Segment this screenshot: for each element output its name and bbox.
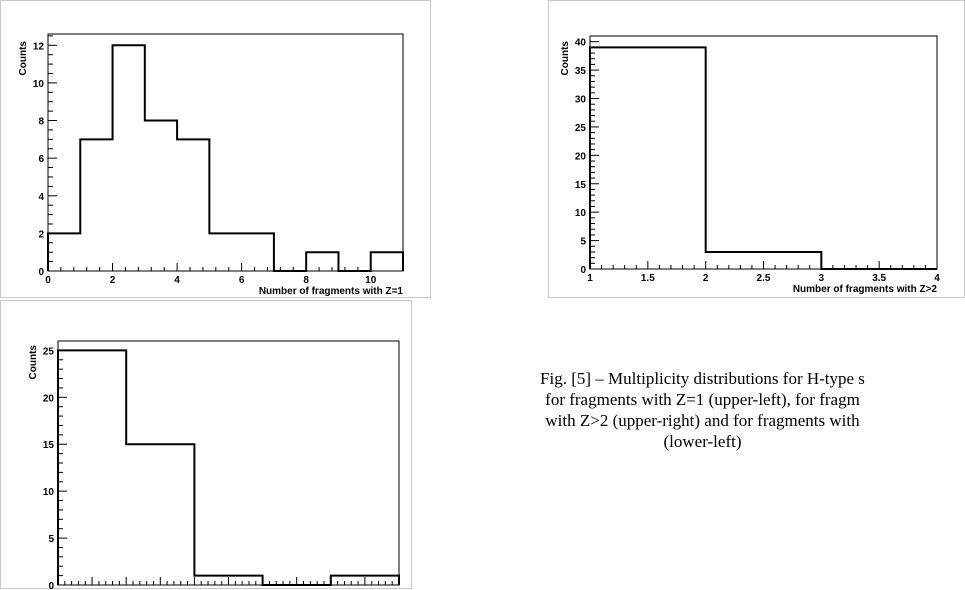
y-tick-label: 25 bbox=[43, 346, 55, 357]
y-tick-label: 0 bbox=[38, 267, 44, 278]
caption-line: Fig. [5] – Multiplicity distributions fo… bbox=[540, 369, 865, 388]
x-tick-label: 4 bbox=[934, 273, 940, 284]
y-tick-label: 20 bbox=[575, 151, 587, 162]
x-tick-label: 2 bbox=[703, 273, 709, 284]
x-tick-label: 2.5 bbox=[757, 273, 771, 284]
chart-panel-z1: 0 2 4 6 8 10 0 2 4 6 8 10 12 Number of fragments with… bbox=[0, 0, 431, 298]
x-tick-label: 1 bbox=[587, 273, 593, 284]
plot-frame bbox=[47, 33, 404, 272]
x-axis-label: Number of fragments with Z>2 bbox=[793, 284, 938, 295]
x-tick-label: 6 bbox=[239, 275, 245, 286]
y-tick-label: 40 bbox=[575, 38, 587, 49]
y-tick-label: 15 bbox=[43, 440, 55, 451]
x-tick-label: 3 bbox=[819, 273, 825, 284]
y-tick-label: 10 bbox=[33, 79, 45, 90]
y-tick-label: 5 bbox=[580, 237, 586, 248]
x-tick-label: 3.5 bbox=[872, 273, 886, 284]
y-tick-label: 10 bbox=[43, 487, 55, 498]
y-axis-label: Counts bbox=[18, 41, 29, 76]
caption-line: (lower-left) bbox=[663, 432, 742, 451]
y-tick-label: 30 bbox=[575, 95, 587, 106]
histogram-alpha: 00.511.522.533.544.550510152025Number of… bbox=[28, 340, 402, 590]
plot-frame bbox=[57, 340, 400, 586]
y-tick-label: 10 bbox=[575, 208, 587, 219]
y-tick-label: 4 bbox=[38, 192, 44, 203]
plot-frame bbox=[589, 35, 938, 270]
x-tick-label: 10 bbox=[365, 275, 377, 286]
figure-caption: Fig. [5] – Multiplicity distributions fo… bbox=[440, 368, 965, 452]
histogram-outline bbox=[47, 44, 404, 272]
histogram-outline bbox=[57, 349, 400, 586]
y-axis-label: Counts bbox=[28, 345, 39, 380]
y-tick-label: 12 bbox=[33, 41, 45, 52]
x-tick-label: 2 bbox=[110, 275, 116, 286]
histogram-outline bbox=[589, 46, 937, 270]
y-tick-label: 8 bbox=[38, 117, 44, 128]
y-tick-label: 15 bbox=[575, 180, 587, 191]
x-tick-label: 8 bbox=[303, 275, 309, 286]
x-tick-label: 0 bbox=[45, 275, 51, 286]
histogram-z1: 0 2 4 6 8 10 0 2 4 6 8 10 12 Number of fragments with… bbox=[18, 33, 404, 297]
y-tick-label: 25 bbox=[575, 123, 587, 134]
chart-panel-alpha: 00.511.522.533.544.550510152025Number of… bbox=[0, 300, 412, 590]
y-tick-label: 5 bbox=[48, 534, 54, 545]
x-tick-label: 4 bbox=[174, 275, 180, 286]
y-tick-label: 20 bbox=[43, 393, 55, 404]
x-axis-label: Number of fragments with Z=1 bbox=[259, 286, 404, 297]
y-tick-label: 0 bbox=[48, 581, 54, 590]
caption-line: for fragments with Z=1 (upper-left), for… bbox=[545, 390, 860, 409]
chart-panel-z2: 1 1.5 2 2.5 3 3.5 4 0 5 10 15 20 25 30 35 40 Number of f… bbox=[548, 0, 965, 298]
y-tick-label: 35 bbox=[575, 66, 587, 77]
y-tick-label: 6 bbox=[38, 154, 44, 165]
y-tick-label: 2 bbox=[38, 229, 44, 240]
x-tick-label: 1.5 bbox=[641, 273, 655, 284]
y-axis-label: Counts bbox=[560, 41, 571, 76]
caption-line: with Z>2 (upper-right) and for fragments… bbox=[545, 411, 860, 430]
y-tick-label: 0 bbox=[580, 265, 586, 276]
